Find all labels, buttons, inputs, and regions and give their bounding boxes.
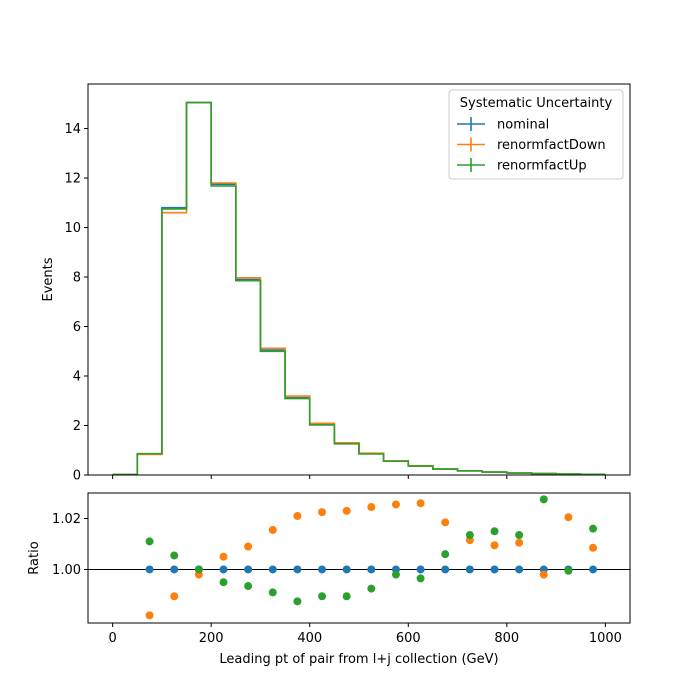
ratio-point	[490, 527, 499, 536]
ratio-point	[441, 565, 450, 574]
bottom-y-tick-label: 1.00	[52, 563, 81, 578]
ratio-point	[170, 565, 179, 574]
ratio-point	[293, 565, 302, 574]
ratio-point	[391, 570, 400, 579]
legend-box	[448, 89, 624, 180]
ratio-point	[219, 565, 228, 574]
ratio-point	[219, 578, 228, 587]
ratio-point	[145, 565, 154, 574]
ratio-point	[170, 592, 179, 601]
legend-label: renormfactUp	[497, 159, 587, 174]
top-panel: 0 2 4 6 8 10 12 14 Events Systematic Uncertaint…	[41, 83, 631, 484]
ratio-point	[416, 565, 425, 574]
ratio-point	[293, 597, 302, 606]
ratio-point	[515, 565, 524, 574]
ratio-point	[490, 541, 499, 550]
ratio-point	[589, 524, 598, 533]
ratio-point	[515, 538, 524, 547]
ratio-series-renormfactUp	[145, 495, 598, 606]
ratio-point	[589, 565, 598, 574]
ratio-points	[145, 495, 598, 620]
ratio-point	[515, 531, 524, 540]
legend: Systematic Uncertainty nominal renormfact…	[448, 89, 624, 180]
ratio-point	[342, 592, 351, 601]
top-y-tick-label: 0	[73, 469, 81, 484]
ratio-point	[244, 542, 253, 551]
legend-entry-renormfactDown: renormfactDown	[457, 137, 606, 153]
legend-entry-renormfactUp: renormfactUp	[457, 158, 587, 174]
ratio-point	[539, 570, 548, 579]
bottom-y-tick-label: 1.02	[52, 512, 81, 527]
ratio-point	[145, 611, 154, 620]
top-y-tick-label: 12	[64, 172, 81, 187]
legend-label: renormfactDown	[497, 138, 606, 153]
ratio-point	[268, 565, 277, 574]
ratio-point	[244, 565, 253, 574]
ratio-point	[219, 552, 228, 561]
ratio-point	[367, 565, 376, 574]
ratio-point	[465, 565, 474, 574]
ratio-point	[145, 537, 154, 546]
top-y-tick-label: 8	[73, 271, 81, 286]
bottom-panel: 1.00 1.02 0 200 400 600 800 1000 Ratio Leading…	[27, 492, 631, 667]
ratio-point	[367, 584, 376, 593]
legend-title: Systematic Uncertainty	[460, 96, 613, 111]
top-y-axis-ticks: 0 2 4 6 8 10 12 14	[64, 122, 88, 484]
legend-entry-nominal: nominal	[457, 117, 549, 133]
ratio-series-renormfactDown	[145, 499, 598, 620]
ratio-point	[318, 508, 327, 517]
legend-label: nominal	[497, 118, 549, 133]
ratio-point	[490, 565, 499, 574]
ratio-point	[318, 592, 327, 601]
x-tick-label: 0	[108, 631, 116, 646]
ratio-point	[564, 513, 573, 522]
x-tick-label: 1000	[589, 631, 622, 646]
ratio-point	[194, 565, 203, 574]
x-tick-label: 400	[297, 631, 322, 646]
ratio-point	[539, 495, 548, 504]
ratio-point	[441, 550, 450, 559]
ratio-point	[391, 500, 400, 509]
top-plot-frame	[87, 83, 631, 476]
top-y-tick-label: 10	[64, 221, 81, 236]
bottom-y-axis-label: Ratio	[27, 541, 42, 574]
legend-entries: nominal renormfactDown renormfactUp	[457, 117, 606, 174]
ratio-point	[268, 525, 277, 534]
x-tick-label: 600	[396, 631, 421, 646]
ratio-point	[589, 543, 598, 552]
ratio-point	[342, 565, 351, 574]
ratio-point	[170, 551, 179, 560]
ratio-point	[293, 511, 302, 520]
top-x-axis-ticks	[112, 475, 606, 479]
top-y-tick-label: 4	[73, 370, 81, 385]
ratio-point	[244, 582, 253, 591]
ratio-point	[268, 588, 277, 597]
bottom-plot-frame	[87, 492, 631, 624]
top-y-tick-label: 2	[73, 419, 81, 434]
ratio-point	[564, 566, 573, 575]
x-tick-label: 200	[199, 631, 224, 646]
top-histogram-lines	[112, 101, 606, 476]
x-axis-label: Leading pt of pair from l+j collection (…	[219, 652, 498, 667]
top-y-tick-label: 14	[64, 122, 81, 137]
ratio-point	[441, 518, 450, 527]
ratio-point	[342, 506, 351, 515]
ratio-point	[416, 499, 425, 508]
bottom-y-axis-ticks: 1.00 1.02	[52, 512, 88, 578]
ratio-point	[416, 574, 425, 583]
ratio-point	[367, 503, 376, 512]
ratio-point	[465, 531, 474, 540]
x-tick-label: 800	[494, 631, 519, 646]
top-y-axis-label: Events	[41, 257, 56, 301]
ratio-point	[318, 565, 327, 574]
top-y-tick-label: 6	[73, 320, 81, 335]
bottom-x-axis-ticks: 0 200 400 600 800 1000	[108, 623, 622, 646]
histogram-line-renormfactUp	[112, 101, 606, 476]
